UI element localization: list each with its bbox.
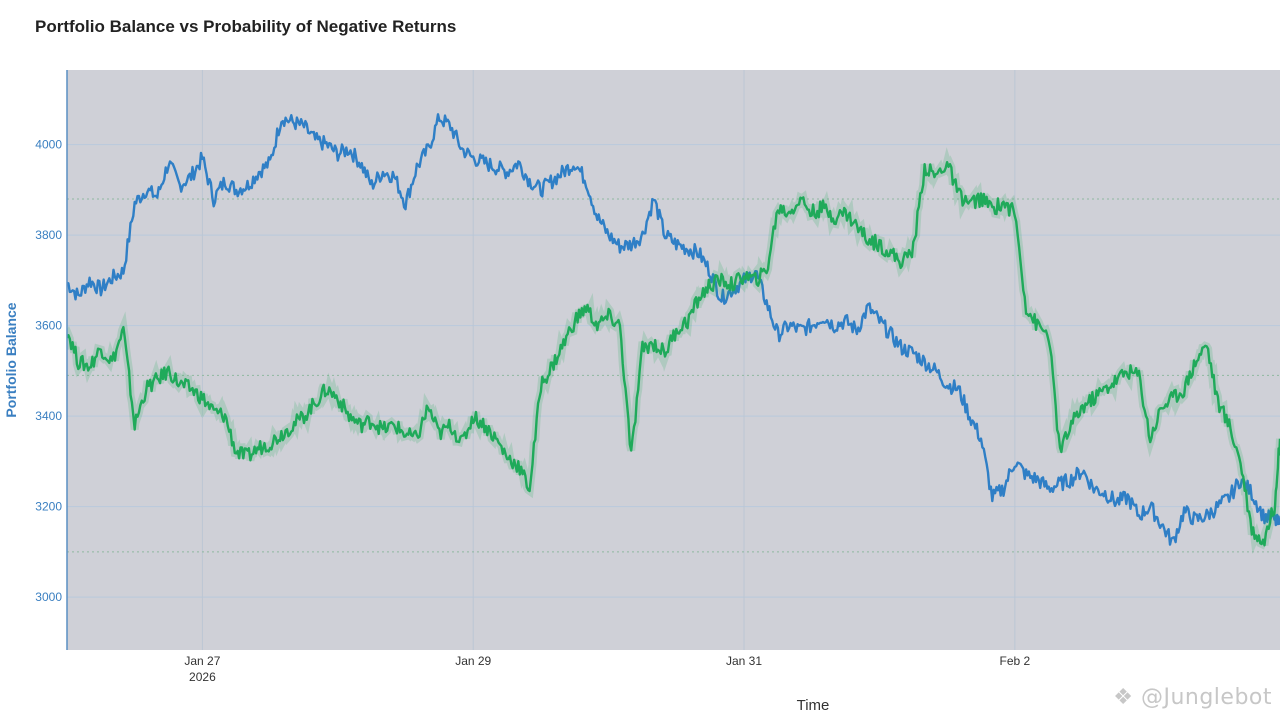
watermark: ❖ @Junglebot: [1113, 685, 1272, 710]
watermark-text: Junglebot: [1163, 685, 1272, 710]
x-tick-label-2: Jan 31: [726, 654, 762, 668]
y-axis-label: Portfolio Balance: [3, 302, 19, 417]
series-0-line[interactable]: [67, 113, 1280, 546]
x-axis-label: Time: [797, 697, 830, 714]
chart-title: Portfolio Balance vs Probability of Nega…: [35, 17, 457, 36]
x-tick-label-0: Jan 27: [184, 654, 220, 668]
x-ticks: Jan 27 2026 Jan 29 Jan 31 Feb 2: [184, 654, 1030, 684]
x-tick-label-1: Jan 29: [455, 654, 491, 668]
secondary-guides: [67, 198, 1280, 553]
x-tick-label-3: Feb 2: [999, 654, 1030, 668]
y-tick-label-0: 3000: [35, 590, 62, 604]
series-layer: [67, 113, 1280, 555]
x-tick-sublabel-0: 2026: [189, 670, 216, 684]
y-tick-label-4: 3800: [35, 228, 62, 242]
series-1-line[interactable]: [67, 161, 1280, 547]
y-ticks: 3000 3200 3400 3600 3800 4000: [35, 138, 62, 604]
plot-area[interactable]: [67, 70, 1280, 650]
y-tick-label-5: 4000: [35, 138, 62, 152]
watermark-icon: ❖ @: [1113, 685, 1164, 710]
y-tick-label-1: 3200: [35, 500, 62, 514]
y-tick-label-2: 3400: [35, 409, 62, 423]
y-tick-label-3: 3600: [35, 319, 62, 333]
